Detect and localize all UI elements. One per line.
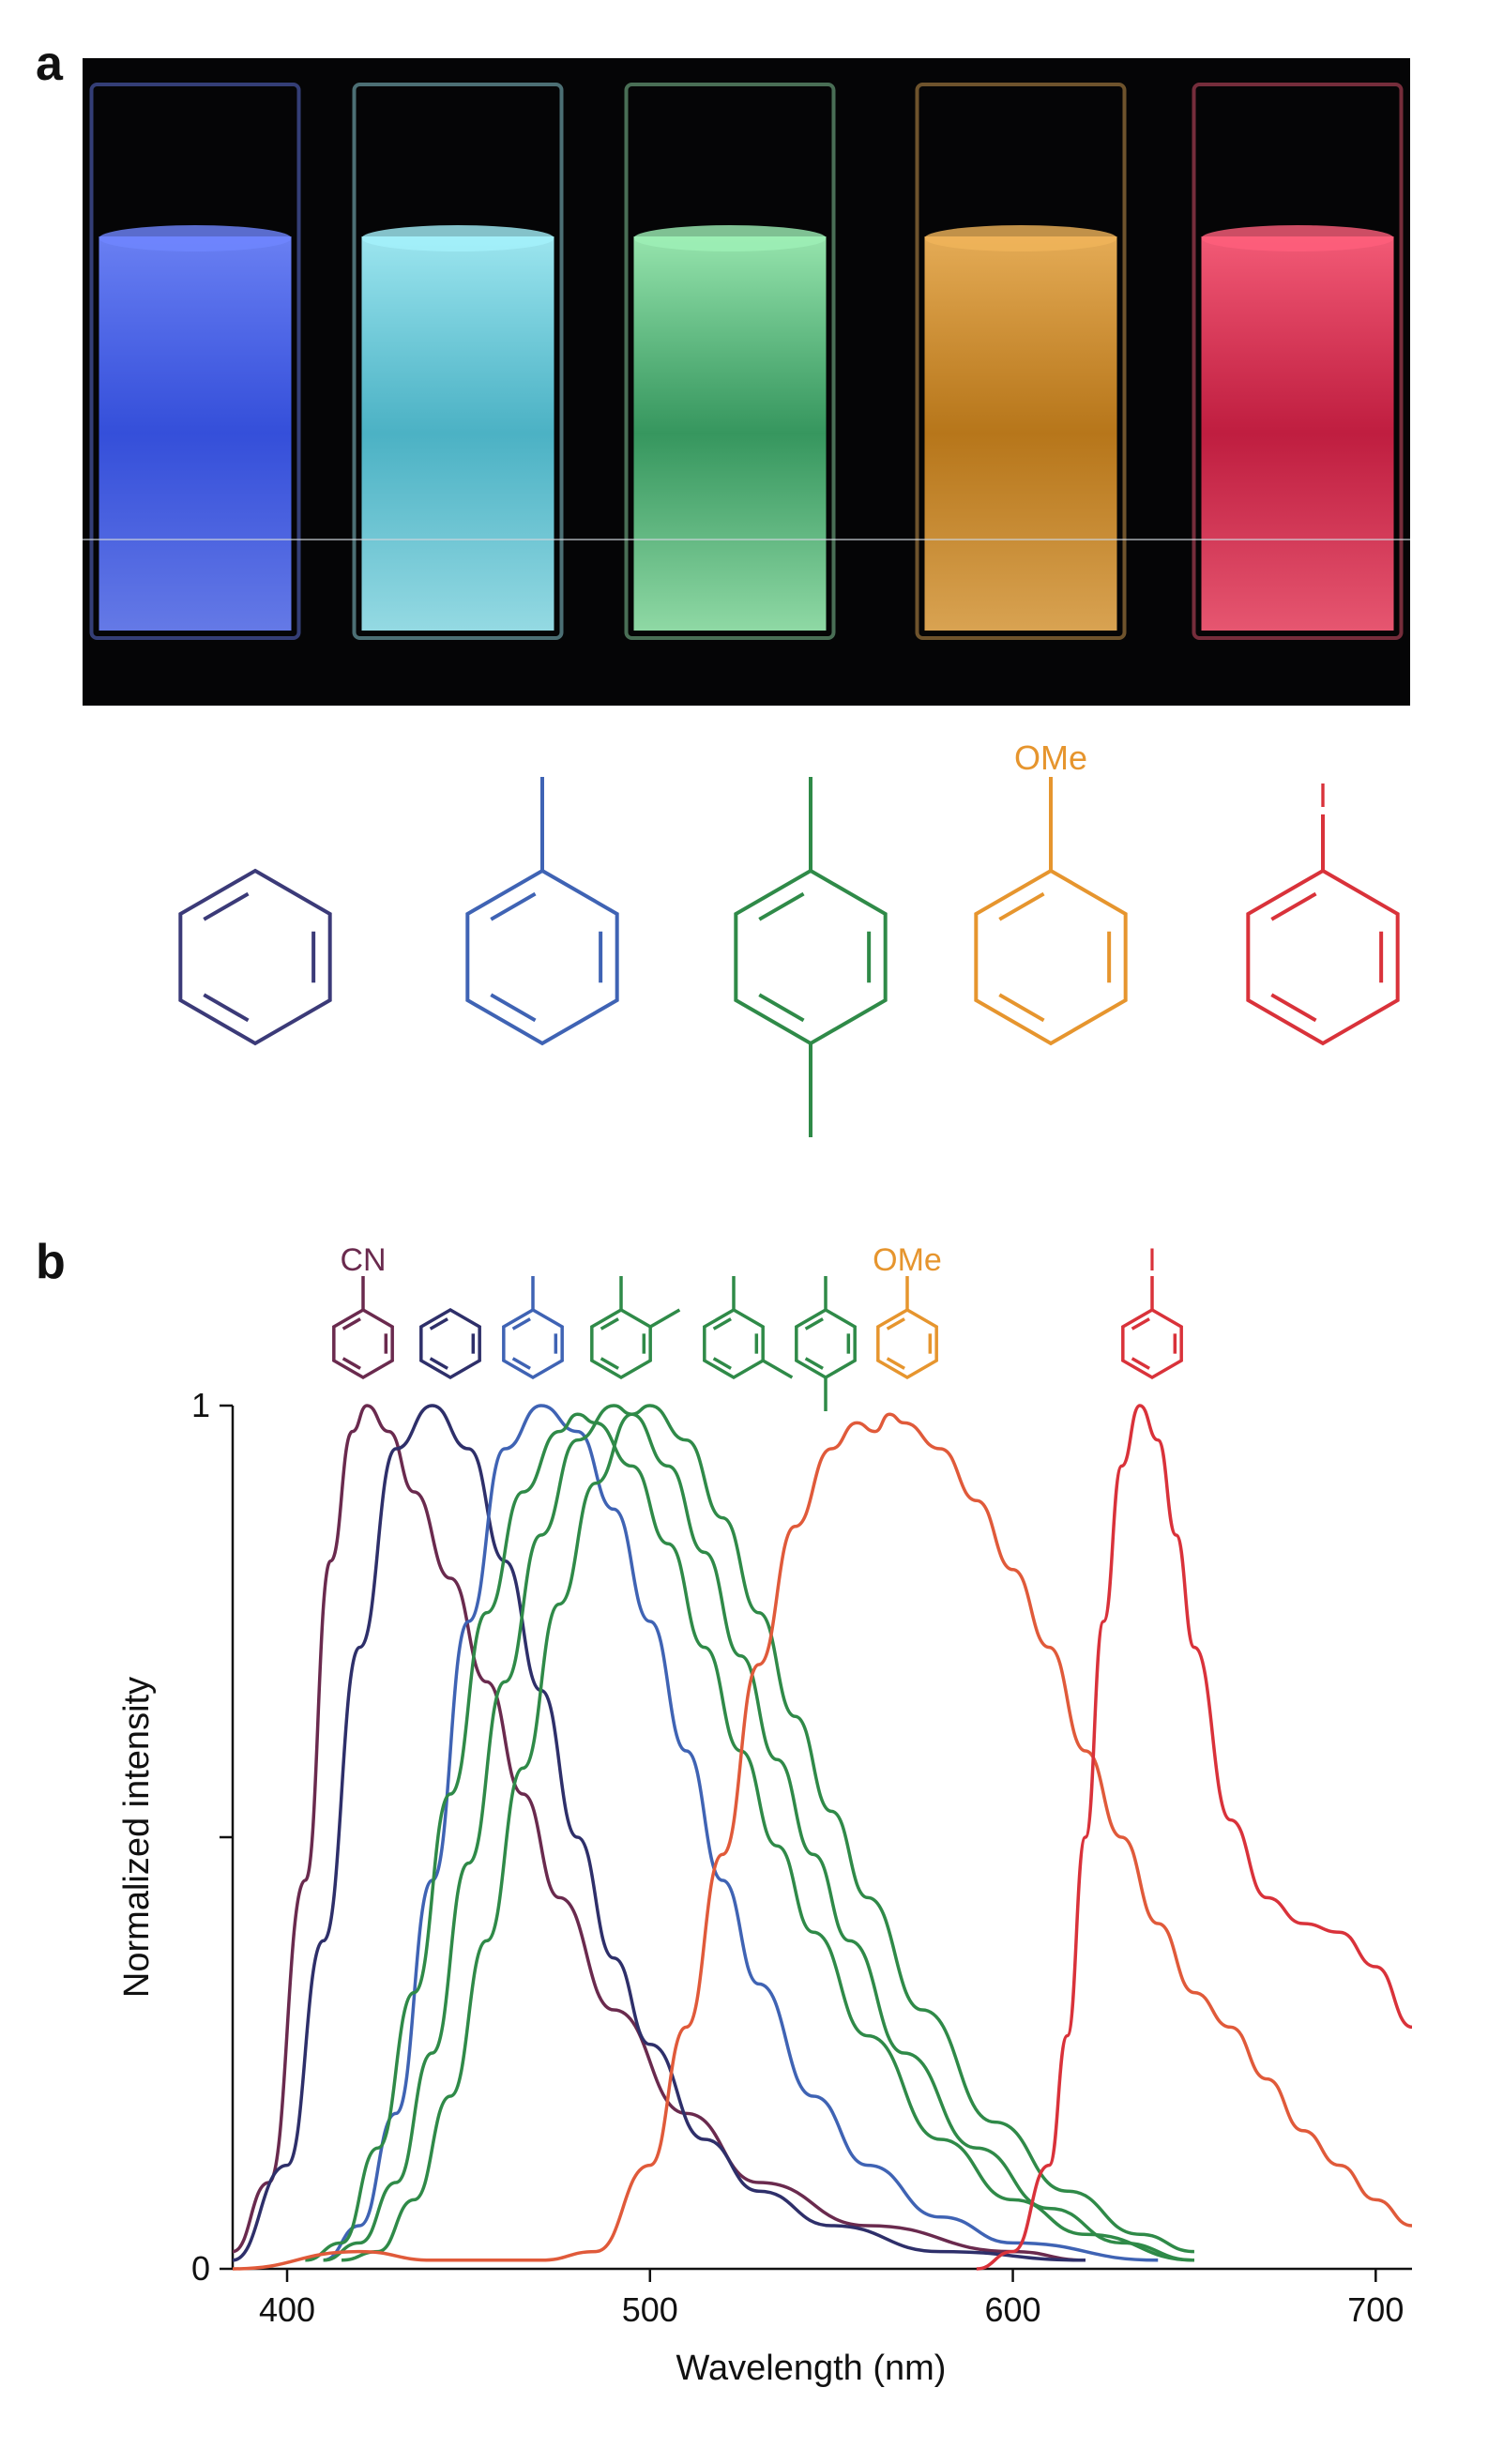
series-line-3 xyxy=(323,1404,1159,2262)
double-bond xyxy=(758,891,805,921)
double-bond xyxy=(1131,1357,1150,1370)
x-axis-label: Wavelength (nm) xyxy=(676,2349,947,2388)
structure-row: OMe I xyxy=(178,741,1400,1137)
legend-label: I xyxy=(1147,1242,1156,1278)
legend-label: OMe xyxy=(873,1242,942,1278)
x-tick-label: 500 xyxy=(622,2290,678,2329)
structure-5 xyxy=(1246,814,1400,1046)
cuvette-glass xyxy=(915,83,1127,640)
benzene-ring xyxy=(178,868,332,1046)
double-bond xyxy=(804,1357,824,1370)
double-bond xyxy=(490,993,537,1023)
double-bond xyxy=(429,1317,448,1331)
x-tick-label: 700 xyxy=(1347,2290,1404,2329)
double-bond xyxy=(712,1357,732,1370)
structure-2 xyxy=(465,777,619,1046)
cuvette-liquid xyxy=(924,236,1117,631)
series-line-8 xyxy=(976,1404,1413,2271)
cuvette-photo xyxy=(83,58,1410,706)
structure-1 xyxy=(178,868,332,1046)
double-bond xyxy=(1131,1317,1150,1331)
double-bond xyxy=(342,1317,361,1331)
cuvette-liquid xyxy=(1201,236,1394,631)
double-bond xyxy=(429,1357,448,1370)
benzene-ring xyxy=(974,868,1128,1046)
double-bond xyxy=(886,1317,905,1331)
substituent-bond xyxy=(762,1359,794,1379)
panel-a-label: a xyxy=(36,37,63,91)
x-tick-label: 400 xyxy=(259,2290,315,2329)
y-axis-label: Normalized intensity xyxy=(117,1677,157,1998)
series-line-2 xyxy=(232,1404,1086,2262)
double-bond xyxy=(712,1317,732,1331)
structure-label: OMe xyxy=(1014,741,1087,777)
double-bond xyxy=(758,993,805,1023)
benzene-ring xyxy=(1246,868,1400,1046)
cuvette-meniscus xyxy=(924,225,1117,251)
double-bond xyxy=(998,891,1045,921)
double-bond xyxy=(600,1317,619,1331)
benzene-ring xyxy=(419,1307,481,1380)
benzene-ring xyxy=(703,1307,765,1380)
double-bond xyxy=(342,1357,361,1370)
cuvette-liquid xyxy=(99,236,292,631)
cuvette-glass xyxy=(624,83,836,640)
cuvette-glass xyxy=(89,83,301,640)
legend-structure-5 xyxy=(703,1276,794,1380)
benzene-ring xyxy=(332,1307,394,1380)
structure-label: I xyxy=(1318,776,1328,814)
double-bond xyxy=(511,1357,531,1370)
structure-3 xyxy=(734,777,888,1137)
benzene-ring xyxy=(795,1307,857,1380)
legend-structure-6 xyxy=(795,1276,857,1411)
legend-structure-7 xyxy=(876,1276,938,1380)
cuvette-meniscus xyxy=(99,225,292,251)
legend-structure-8 xyxy=(1121,1276,1183,1380)
legend-structure-2 xyxy=(419,1307,481,1380)
legend-structure-1 xyxy=(332,1276,394,1380)
benzene-ring xyxy=(734,868,888,1046)
cuvette-liquid xyxy=(361,236,554,631)
legend-structure-3 xyxy=(502,1276,564,1380)
double-bond xyxy=(600,1357,619,1370)
double-bond xyxy=(886,1357,905,1370)
cuvette-meniscus xyxy=(361,225,554,251)
double-bond xyxy=(1270,993,1317,1023)
double-bond xyxy=(203,891,250,921)
structure-legend: CN OMe I xyxy=(332,1242,1183,1411)
double-bond xyxy=(804,1317,824,1331)
panel-b-label: b xyxy=(36,1235,66,1289)
legend-label: CN xyxy=(340,1242,386,1278)
substituent-bond xyxy=(649,1308,681,1329)
double-bond xyxy=(511,1317,531,1331)
double-bond xyxy=(203,993,250,1023)
series-line-6 xyxy=(341,1404,1194,2262)
double-bond xyxy=(998,993,1045,1023)
series-line-5 xyxy=(323,1404,1194,2262)
emission-chart: 400 500 600 700 0 1 Wavelength (nm) Normalized … xyxy=(117,1389,1413,2388)
cuvette-glass xyxy=(352,83,564,640)
series-line-1 xyxy=(232,1404,1086,2262)
cuvette-photo-drawing xyxy=(83,83,1410,640)
benzene-ring xyxy=(502,1307,564,1380)
benzene-ring xyxy=(1121,1307,1183,1380)
cuvette-glass xyxy=(1192,83,1404,640)
benzene-ring xyxy=(590,1307,652,1380)
structure-4 xyxy=(974,777,1128,1046)
cuvette-meniscus xyxy=(633,225,827,251)
legend-structure-4 xyxy=(590,1276,681,1380)
double-bond xyxy=(490,891,537,921)
y-tick-label: 0 xyxy=(191,2249,210,2288)
cuvette-meniscus xyxy=(1201,225,1394,251)
y-tick-label: 1 xyxy=(191,1389,210,1424)
x-tick-label: 600 xyxy=(985,2290,1041,2329)
double-bond xyxy=(1270,891,1317,921)
series-line-7 xyxy=(232,1412,1413,2271)
benzene-ring xyxy=(876,1307,938,1380)
benzene-ring xyxy=(465,868,619,1046)
series-line-4 xyxy=(305,1412,1194,2262)
cuvette-liquid xyxy=(633,236,827,631)
